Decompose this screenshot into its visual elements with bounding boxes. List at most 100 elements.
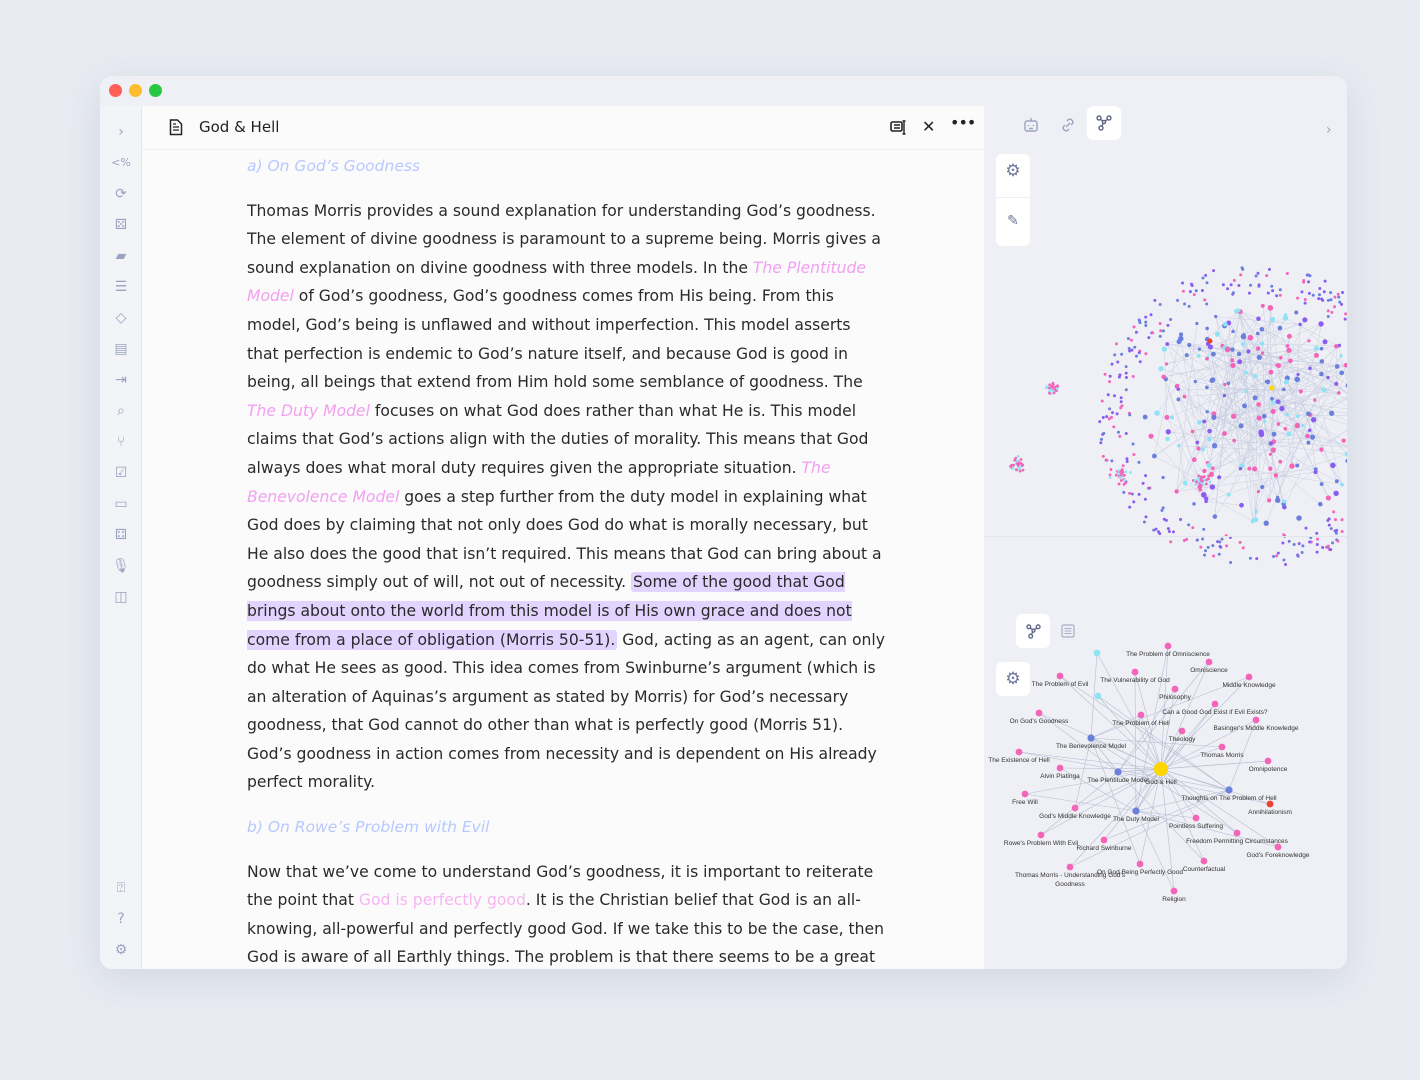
graph-node[interactable] (1315, 550, 1319, 554)
graph-node[interactable] (1344, 312, 1347, 316)
graph-node[interactable] (1334, 531, 1338, 535)
graph-node[interactable] (1200, 447, 1205, 452)
graph-node[interactable] (1277, 325, 1283, 331)
graph-node[interactable] (1204, 273, 1208, 277)
graph-node[interactable] (1318, 321, 1324, 327)
graph-node[interactable] (1344, 451, 1347, 457)
graph-node[interactable] (1327, 517, 1331, 521)
graph-node[interactable] (1100, 399, 1104, 403)
graph-node[interactable]: Religion (1162, 887, 1186, 903)
node-dot[interactable] (1132, 807, 1140, 815)
graph-node[interactable] (1282, 315, 1289, 321)
graph-node[interactable] (1302, 278, 1306, 282)
graph-node[interactable] (1322, 290, 1326, 294)
file-search-icon[interactable]: ⌕ (117, 403, 125, 419)
graph-node[interactable] (1273, 473, 1279, 478)
graph-node[interactable]: The Problem of Omniscience (1126, 642, 1210, 658)
internal-link[interactable]: God is perfectly good (358, 891, 526, 910)
graph-node[interactable]: God & Hell (1145, 762, 1177, 786)
graph-node[interactable] (1194, 289, 1198, 293)
graph-node[interactable] (1199, 545, 1203, 549)
node-dot[interactable] (1114, 768, 1122, 776)
graph-node[interactable]: The Existence of Hell (988, 748, 1050, 764)
node-dot[interactable] (1266, 800, 1274, 808)
graph-node[interactable] (1166, 527, 1170, 531)
graph-node[interactable] (1308, 540, 1312, 544)
graph-node[interactable] (1255, 331, 1260, 336)
graph-node[interactable] (1206, 545, 1210, 549)
graph-node[interactable] (1232, 278, 1236, 282)
graph-node[interactable] (1255, 557, 1259, 561)
layout-icon[interactable]: ◫ (114, 589, 128, 605)
graph-node[interactable] (1337, 391, 1341, 395)
graph-node[interactable] (1110, 415, 1114, 419)
graph-node[interactable] (1051, 383, 1055, 386)
graph-node[interactable] (1247, 291, 1251, 295)
graph-node[interactable] (1334, 344, 1339, 349)
graph-node[interactable] (1275, 294, 1279, 298)
graph-node[interactable] (1194, 482, 1198, 486)
graph-node[interactable]: The Problem of Hell (1112, 711, 1170, 727)
graph-node[interactable] (1018, 464, 1022, 468)
node-dot[interactable] (1245, 673, 1253, 681)
graph-node[interactable] (1144, 474, 1148, 478)
graph-node[interactable] (1120, 404, 1124, 408)
graph-node[interactable]: God's Foreknowledge (1246, 843, 1310, 859)
graph-node[interactable] (1109, 468, 1113, 471)
graph-node[interactable] (1224, 346, 1231, 353)
graph-node[interactable] (1176, 397, 1181, 402)
tab-graph[interactable] (1087, 106, 1121, 140)
graph-node[interactable] (1336, 292, 1340, 296)
graph-node[interactable] (1270, 408, 1276, 415)
graph-node[interactable] (1187, 342, 1192, 348)
graph-node[interactable] (1268, 441, 1273, 446)
graph-node[interactable] (1111, 411, 1115, 415)
graph-node[interactable] (1242, 403, 1248, 409)
graph-node[interactable] (1214, 314, 1218, 319)
graph-node[interactable] (1174, 489, 1179, 494)
graph-node[interactable] (1270, 400, 1275, 405)
graph-node[interactable] (1102, 431, 1106, 435)
graph-node[interactable] (1329, 410, 1335, 416)
graph-node[interactable] (1196, 420, 1202, 425)
graph-node[interactable]: Thomas Morris (1200, 743, 1244, 759)
graph-node[interactable] (1195, 480, 1198, 484)
tab-local-graph[interactable] (1016, 614, 1050, 648)
graph-node[interactable] (1268, 466, 1273, 471)
paint-bucket-icon[interactable]: ◇ (115, 310, 127, 326)
graph-node[interactable] (1330, 310, 1334, 314)
node-dot[interactable] (1100, 836, 1108, 844)
graph-node[interactable] (1321, 298, 1325, 302)
graph-node[interactable] (1187, 523, 1191, 527)
graph-node[interactable] (1318, 501, 1323, 507)
node-dot[interactable] (1274, 843, 1282, 851)
graph-node[interactable] (1285, 344, 1290, 348)
graph-node[interactable] (1161, 346, 1167, 352)
graph-node[interactable] (1113, 353, 1117, 357)
graph-node[interactable] (1225, 544, 1229, 548)
graph-node[interactable] (1128, 349, 1132, 353)
graph-node[interactable] (1296, 372, 1300, 377)
graph-node[interactable] (1263, 419, 1267, 424)
node-dot[interactable] (1037, 831, 1045, 839)
graph-node[interactable] (1161, 374, 1166, 380)
graph-node[interactable] (1137, 492, 1141, 496)
graph-node[interactable] (1183, 302, 1187, 306)
graph-node[interactable] (1333, 305, 1337, 309)
graph-node[interactable] (1162, 517, 1166, 521)
graph-node[interactable] (1129, 470, 1132, 474)
graph-node[interactable] (1257, 283, 1261, 287)
graph-node[interactable] (1268, 452, 1272, 456)
graph-node[interactable] (1151, 331, 1155, 335)
graph-node[interactable] (1239, 273, 1243, 277)
graph-node[interactable] (1017, 467, 1021, 471)
local-graph-settings-button[interactable]: ⚙ (996, 662, 1030, 696)
graph-node[interactable] (1196, 353, 1201, 358)
graph-node[interactable] (1294, 310, 1299, 315)
graph-node[interactable] (1266, 498, 1272, 503)
graph-node[interactable] (1308, 428, 1312, 433)
graph-node[interactable] (1182, 394, 1187, 399)
graph-node[interactable] (1278, 293, 1282, 297)
graph-node[interactable] (1259, 341, 1265, 346)
graph-node[interactable] (1306, 411, 1311, 417)
